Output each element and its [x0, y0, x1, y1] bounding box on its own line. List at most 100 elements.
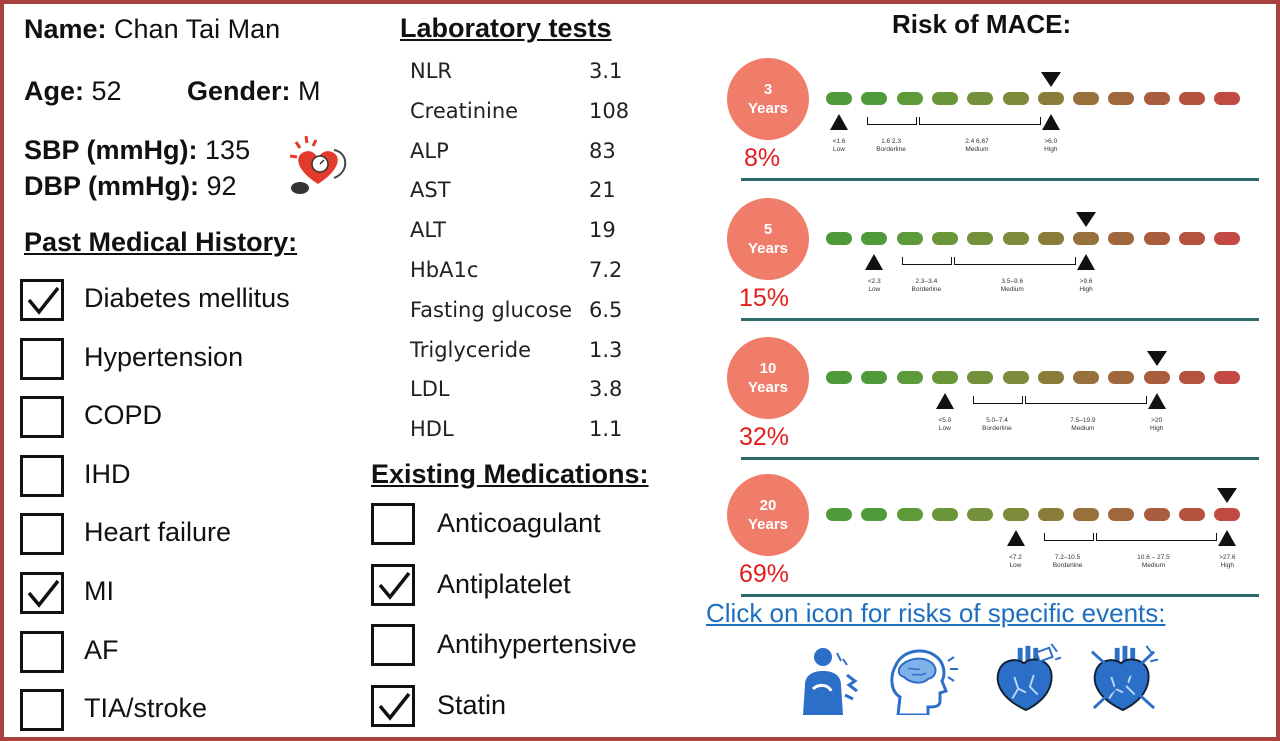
dbp-value: 92 [206, 171, 237, 201]
high-threshold-range: >27.6 [1219, 554, 1236, 561]
medium-range-label: Medium [1000, 286, 1024, 293]
risk-scale-segment [861, 371, 888, 384]
borderline-range: 5.0–7.4 Borderline [975, 417, 1019, 433]
blood-pressure-monitor-icon [289, 135, 347, 194]
risk-scale-segment [967, 92, 994, 105]
history-checkbox[interactable] [20, 279, 64, 321]
history-checkbox[interactable] [20, 630, 64, 673]
risk-horizon-unit: Years [747, 240, 789, 257]
history-checkbox[interactable] [20, 396, 64, 439]
risk-horizon-number: 20 [759, 497, 777, 514]
risk-scale-segment [861, 232, 888, 245]
low-threshold-range: <7.2 [1009, 554, 1022, 561]
high-threshold: >20 High [1142, 417, 1172, 433]
name-row: Name: Chan Tai Man [24, 14, 280, 45]
age-label: Age: [24, 76, 84, 106]
lab-test-value: 83 [589, 138, 616, 163]
risk-scale-segment [967, 232, 994, 245]
current-risk-marker [1076, 212, 1097, 227]
lab-test-name: Creatinine [410, 98, 519, 123]
history-checkbox[interactable] [20, 337, 64, 380]
panel-separator [741, 318, 1259, 321]
history-item-label: Hypertension [84, 341, 244, 372]
low-threshold-label: Low [1009, 562, 1022, 569]
history-checkbox[interactable] [20, 689, 64, 732]
risk-scale-segment [1108, 508, 1135, 521]
low-threshold: <2.3 Low [859, 278, 889, 294]
medium-range-range: 7.5–19.9 [1070, 417, 1096, 424]
borderline-range-range: 7.2–10.5 [1054, 554, 1081, 561]
brain-stroke-icon[interactable] [888, 645, 960, 715]
patient-age: 52 [91, 76, 122, 106]
high-threshold: >27.6 High [1212, 554, 1242, 570]
risk-scale-segment [896, 508, 923, 521]
lab-test-value: 3.1 [589, 59, 623, 83]
history-checkbox[interactable] [20, 513, 64, 556]
medium-range-label: Medium [1141, 562, 1165, 569]
risk-horizon-unit: Years [747, 516, 789, 533]
history-item-label: IHD [84, 458, 131, 489]
risk-scale-segment [1073, 232, 1100, 245]
risk-horizon-circle: 20 Years [727, 474, 809, 556]
gender-row: Gender: M [187, 76, 321, 107]
medication-checkbox[interactable] [371, 503, 415, 545]
medium-range: 3.5–9.6 Medium [982, 278, 1042, 294]
medication-checkbox[interactable] [371, 684, 415, 727]
borderline-bracket [902, 257, 953, 265]
risk-horizon-number: 3 [763, 81, 773, 98]
lab-test-name: HbA1c [410, 258, 479, 282]
risk-scale-segment [826, 92, 852, 105]
current-risk-marker [1217, 488, 1238, 503]
medications-title: Existing Medications: [371, 459, 649, 489]
medium-bracket [1095, 533, 1218, 541]
risk-scale-segment [1108, 92, 1135, 105]
risk-scale-segment [826, 232, 852, 245]
risk-scale-segment [1143, 371, 1170, 384]
high-threshold-label: High [1150, 425, 1164, 432]
risk-scale-segment [1073, 92, 1100, 105]
lab-test-name: Triglyceride [410, 337, 531, 362]
risk-scale-segment [1073, 371, 1100, 384]
risk-scale-segment [1214, 371, 1241, 384]
specific-events-link[interactable]: Click on icon for risks of specific even… [706, 598, 1166, 628]
risk-scale-segment [1143, 508, 1170, 521]
risk-scale-segment [931, 508, 958, 521]
chest-pain-icon[interactable] [795, 645, 867, 715]
lab-test-value: 19 [589, 218, 616, 243]
risk-scale-segment [1073, 508, 1100, 521]
lab-test-name: AST [410, 178, 451, 203]
risk-scale-segment [1179, 371, 1205, 384]
risk-scale-segment [1214, 508, 1241, 521]
borderline-range: 7.2–10.5 Borderline [1046, 554, 1090, 570]
risk-scale-segment [861, 92, 888, 105]
risk-percent: 69% [739, 560, 790, 588]
borderline-bracket [1043, 533, 1094, 541]
risk-scale-segment [1002, 508, 1029, 521]
lab-test-value: 6.5 [589, 297, 623, 322]
high-threshold-marker [1077, 254, 1096, 270]
history-item-label: Diabetes mellitus [84, 283, 290, 313]
dbp-row: DBP (mmHg): 92 [24, 171, 237, 202]
risk-horizon-number: 5 [763, 221, 773, 238]
medication-checkbox[interactable] [371, 563, 415, 606]
risk-scale-segment [896, 371, 923, 384]
risk-horizon-circle: 10 Years [727, 337, 809, 419]
lab-test-value: 3.8 [589, 377, 623, 402]
history-checkbox[interactable] [20, 572, 64, 614]
lab-test-value: 1.1 [589, 417, 623, 442]
lab-test-value: 7.2 [589, 258, 623, 282]
medication-checkbox[interactable] [371, 624, 415, 666]
borderline-range-label: Borderline [1052, 562, 1083, 569]
low-threshold: <5.0 Low [930, 417, 960, 433]
low-threshold-marker [865, 254, 884, 270]
heart-failure-icon[interactable] [990, 642, 1062, 712]
risk-percent: 32% [739, 423, 790, 451]
sbp-label: SBP (mmHg): [24, 135, 198, 165]
history-checkbox[interactable] [20, 454, 64, 497]
history-title: Past Medical History: [24, 227, 298, 257]
lab-test-name: LDL [410, 377, 450, 402]
heart-attack-icon[interactable] [1087, 642, 1159, 712]
high-threshold-marker [1218, 530, 1237, 546]
history-item-label: TIA/stroke [84, 693, 208, 724]
